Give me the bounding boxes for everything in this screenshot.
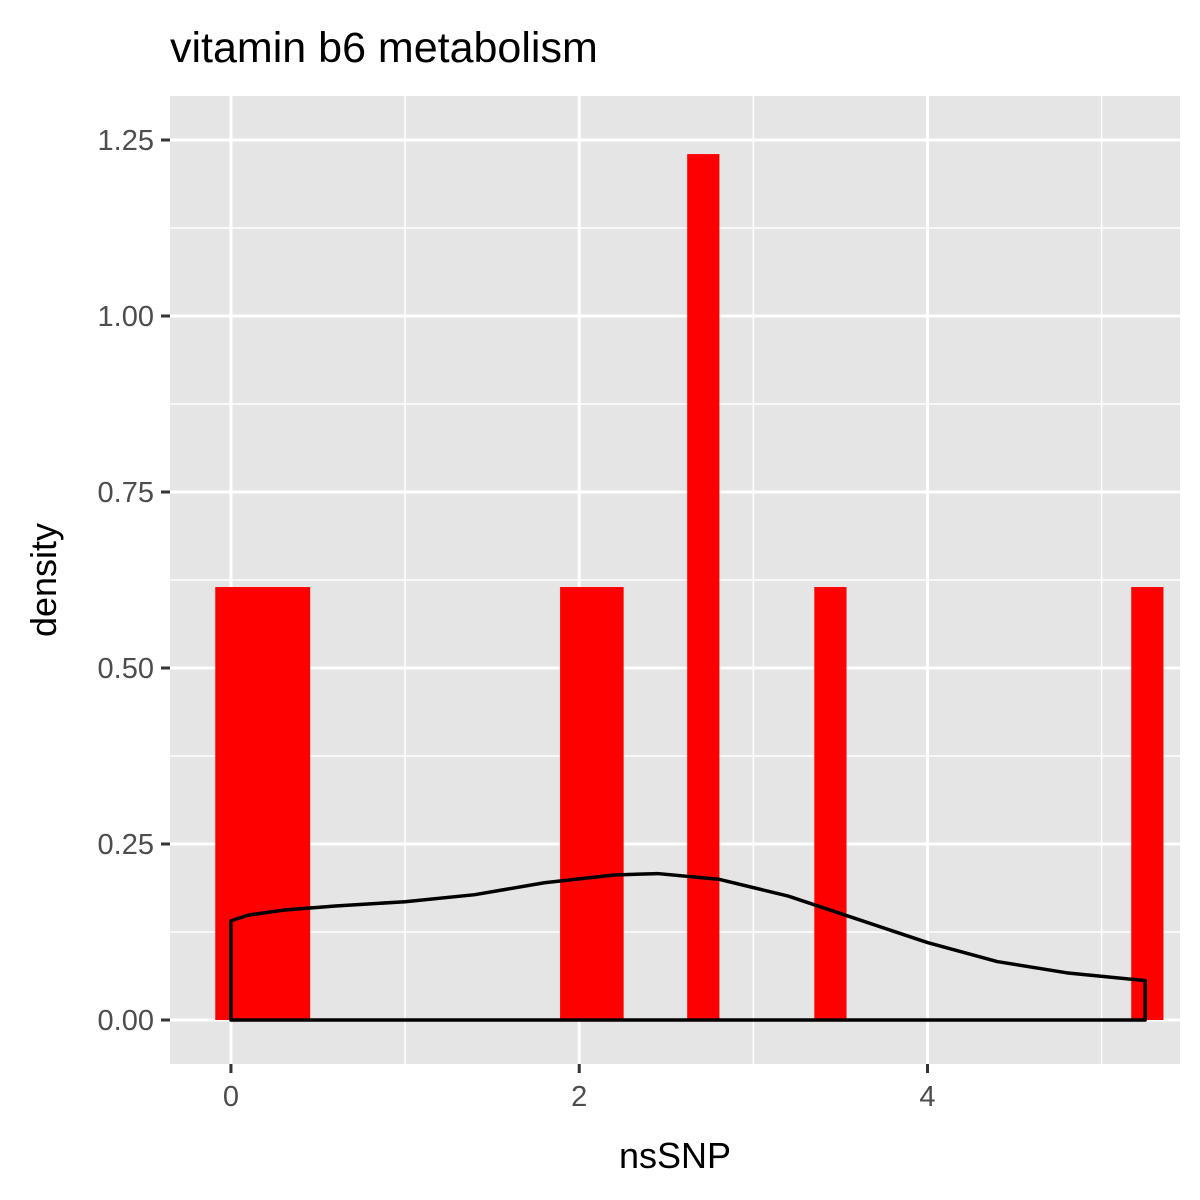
chart-title: vitamin b6 metabolism — [170, 24, 598, 72]
y-tick-label: 1.00 — [98, 301, 154, 333]
density-curve — [229, 871, 1147, 1022]
minor-gridlines — [170, 96, 1180, 1064]
histogram-bar — [1131, 587, 1164, 1020]
histogram-bar — [687, 154, 720, 1020]
x-tick-label: 2 — [571, 1081, 587, 1113]
x-tick-label: 4 — [919, 1081, 935, 1113]
y-tick-label: 1.25 — [98, 125, 154, 157]
x-tick-label: 0 — [223, 1081, 239, 1113]
y-axis: 0.00 0.25 0.50 0.75 1.00 1.25 — [98, 125, 170, 1037]
histogram-bar — [560, 587, 624, 1020]
histogram-bars — [215, 154, 1164, 1020]
y-tick-label: 0.25 — [98, 829, 154, 861]
histogram-bar — [814, 587, 847, 1020]
x-axis-title: nsSNP — [619, 1135, 731, 1176]
y-tick-label: 0.75 — [98, 477, 154, 509]
y-axis-title: density — [23, 523, 64, 637]
y-tick-label: 0.00 — [98, 1005, 154, 1037]
y-tick-label: 0.50 — [98, 653, 154, 685]
x-axis: 0 2 4 — [223, 1064, 936, 1113]
